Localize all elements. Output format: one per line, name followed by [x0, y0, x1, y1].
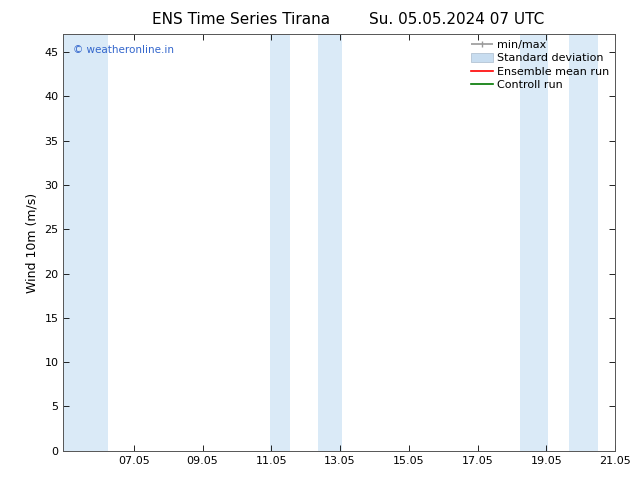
Legend: min/max, Standard deviation, Ensemble mean run, Controll run: min/max, Standard deviation, Ensemble me… — [467, 37, 612, 94]
Bar — [269, 34, 290, 451]
Text: ENS Time Series Tirana: ENS Time Series Tirana — [152, 12, 330, 27]
Text: Su. 05.05.2024 07 UTC: Su. 05.05.2024 07 UTC — [369, 12, 544, 27]
Bar — [318, 34, 342, 451]
Bar — [63, 34, 108, 451]
Y-axis label: Wind 10m (m/s): Wind 10m (m/s) — [26, 193, 39, 293]
Text: © weatheronline.in: © weatheronline.in — [74, 45, 174, 55]
Bar — [521, 34, 548, 451]
Bar — [569, 34, 598, 451]
